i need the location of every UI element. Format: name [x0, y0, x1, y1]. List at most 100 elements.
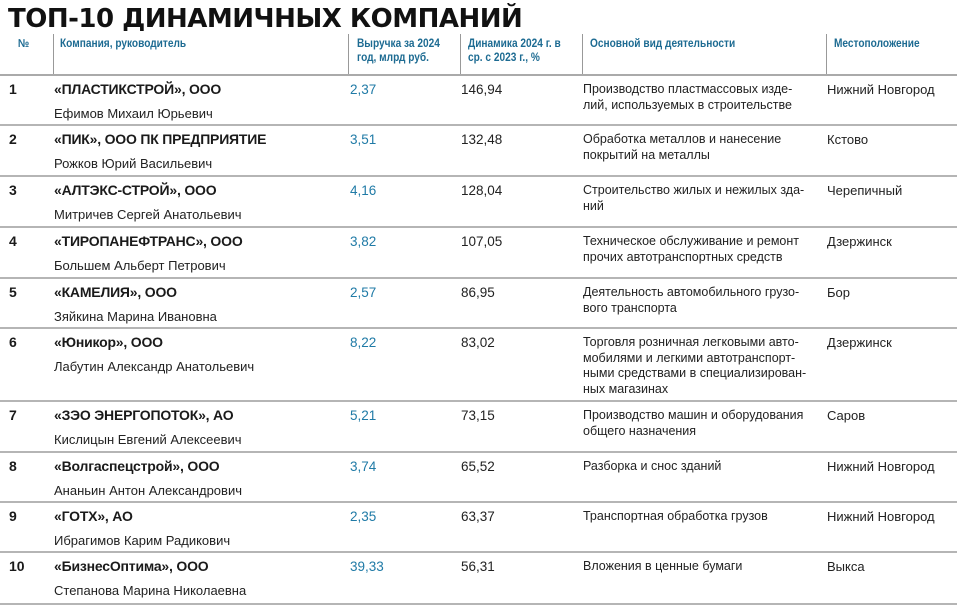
activity-line: ний: [583, 198, 604, 213]
rank: 6: [9, 334, 17, 350]
location: Выкса: [827, 559, 865, 574]
table-header: № Компания, руководитель Выручка за 2024…: [0, 34, 957, 76]
rank: 2: [9, 131, 17, 147]
activity: Строительство жилых и нежилых зда-ний: [583, 183, 823, 214]
revenue-value: 8,22: [350, 335, 377, 350]
revenue-value: 2,35: [350, 509, 377, 524]
activity-line: Вложения в ценные бумаги: [583, 559, 743, 573]
activity: Разборка и снос зданий: [583, 459, 823, 475]
company-name: «ЗЭО ЭНЕРГОПОТОК», АО: [54, 407, 234, 423]
table-row: 7 «ЗЭО ЭНЕРГОПОТОК», АО Кислицын Евгений А…: [0, 402, 957, 453]
company-name: «ПИК», ООО ПК ПРЕДПРИЯТИЕ: [54, 131, 267, 147]
activity-line: Производство машин и оборудования: [583, 408, 804, 422]
activity-line: прочих автотранспортных средств: [583, 249, 783, 264]
activity: Торговля розничная легковыми авто-мобиля…: [583, 335, 823, 397]
dynamics-value: 146,94: [461, 82, 503, 97]
rank: 7: [9, 407, 17, 423]
activity-line: мобилями и легкими автотранспорт-: [583, 350, 796, 365]
dynamics-value: 65,52: [461, 459, 495, 474]
activity-line: Разборка и снос зданий: [583, 459, 722, 473]
revenue-value: 5,21: [350, 408, 377, 423]
activity: Транспортная обработка грузов: [583, 509, 823, 525]
company-head: Лабутин Александр Анатольевич: [54, 359, 255, 374]
company-head: Зяйкина Марина Ивановна: [54, 309, 217, 324]
company-name: «КАМЕЛИЯ», ООО: [54, 284, 177, 300]
column-divider: [53, 34, 54, 74]
revenue-value: 3,51: [350, 132, 377, 147]
dynamics-value: 132,48: [461, 132, 503, 147]
header-company: Компания, руководитель: [60, 38, 187, 50]
revenue-value: 39,33: [350, 559, 384, 574]
column-divider: [460, 34, 461, 74]
company-head: Кислицын Евгений Алексеевич: [54, 432, 242, 447]
rank: 4: [9, 233, 17, 249]
dynamics-value: 128,04: [461, 183, 503, 198]
activity-line: лий, используемых в строительстве: [583, 97, 792, 112]
revenue-value: 4,16: [350, 183, 377, 198]
activity-line: покрытий на металлы: [583, 147, 710, 162]
table-row: 6 «Юникор», ООО Лабутин Александр Анатолье…: [0, 329, 957, 402]
revenue-value: 3,74: [350, 459, 377, 474]
dynamics-value: 107,05: [461, 234, 503, 249]
activity-line: Строительство жилых и нежилых зда-: [583, 183, 805, 197]
activity: Вложения в ценные бумаги: [583, 559, 823, 575]
header-num: №: [18, 38, 30, 50]
location: Нижний Новгород: [827, 459, 935, 474]
company-head: Митричев Сергей Анатольевич: [54, 207, 242, 222]
company-name: «АЛТЭКС-СТРОЙ», ООО: [54, 182, 217, 198]
location: Саров: [827, 408, 866, 423]
activity-line: общего назначения: [583, 423, 697, 438]
dynamics-value: 63,37: [461, 509, 495, 524]
activity-line: Транспортная обработка грузов: [583, 509, 768, 523]
rank: 5: [9, 284, 17, 300]
activity-line: Торговля розничная легковыми авто-: [583, 335, 799, 349]
header-dynamics: Динамика 2024 г. в ср. с 2023 г., %: [468, 34, 561, 74]
dynamics-value: 86,95: [461, 285, 495, 300]
company-head: Ефимов Михаил Юрьевич: [54, 106, 213, 121]
location: Нижний Новгород: [827, 82, 935, 97]
activity: Производство пластмассовых изде-лий, исп…: [583, 82, 823, 113]
page-title: ТОП-10 ДИНАМИЧНЫХ КОМПАНИЙ: [8, 4, 523, 34]
activity-line: ных магазинах: [583, 381, 669, 396]
rank: 1: [9, 81, 17, 97]
company-head: Ананьин Антон Александрович: [54, 483, 242, 498]
header-revenue-line1: Выручка за 2024: [357, 38, 440, 50]
rank: 3: [9, 182, 17, 198]
table-row: 1 «ПЛАСТИКСТРОЙ», ООО Ефимов Михаил Юрьеви…: [0, 76, 957, 126]
activity-line: Деятельность автомобильного грузо-: [583, 285, 800, 299]
header-revenue-line2: год, млрд руб.: [357, 52, 430, 64]
company-name: «ПЛАСТИКСТРОЙ», ООО: [54, 81, 222, 97]
company-name: «Юникор», ООО: [54, 334, 163, 350]
company-name: «Волгаспецстрой», ООО: [54, 458, 220, 474]
activity-line: вого транспорта: [583, 300, 677, 315]
revenue-value: 2,37: [350, 82, 377, 97]
company-name: «ТИРОПАНЕФТРАНС», ООО: [54, 233, 243, 249]
location: Нижний Новгород: [827, 509, 935, 524]
activity-line: Обработка металлов и нанесение: [583, 132, 782, 146]
activity: Производство машин и оборудования общего …: [583, 408, 823, 439]
dynamics-value: 83,02: [461, 335, 495, 350]
table-row: 3 «АЛТЭКС-СТРОЙ», ООО Митричев Сергей Анат…: [0, 177, 957, 228]
table-row: 4 «ТИРОПАНЕФТРАНС», ООО Большем Альберт Пе…: [0, 228, 957, 279]
rank: 8: [9, 458, 17, 474]
table-row: 2 «ПИК», ООО ПК ПРЕДПРИЯТИЕ Рожков Юрий Ва…: [0, 126, 957, 177]
rank: 10: [9, 558, 25, 574]
activity-line: Производство пластмассовых изде-: [583, 82, 793, 96]
header-dynamics-line1: Динамика 2024 г. в: [468, 38, 561, 50]
header-revenue: Выручка за 2024 год, млрд руб.: [357, 34, 440, 74]
activity-line: Техническое обслуживание и ремонт: [583, 234, 799, 248]
company-head: Большем Альберт Петрович: [54, 258, 226, 273]
activity-line: ными средствами в специализирован-: [583, 366, 807, 380]
dynamics-value: 56,31: [461, 559, 495, 574]
header-location: Местоположение: [834, 38, 920, 50]
company-name: «ГОТХ», АО: [54, 508, 133, 524]
column-divider: [826, 34, 827, 74]
company-head: Ибрагимов Карим Радикович: [54, 533, 231, 548]
location: Дзержинск: [827, 234, 892, 249]
company-head: Рожков Юрий Васильевич: [54, 156, 213, 171]
column-divider: [348, 34, 349, 74]
location: Дзержинск: [827, 335, 892, 350]
table-row: 9 «ГОТХ», АО Ибрагимов Карим Радикович 2,35…: [0, 503, 957, 553]
company-head: Степанова Марина Николаевна: [54, 583, 247, 598]
activity: Обработка металлов и нанесение покрытий н…: [583, 132, 823, 163]
